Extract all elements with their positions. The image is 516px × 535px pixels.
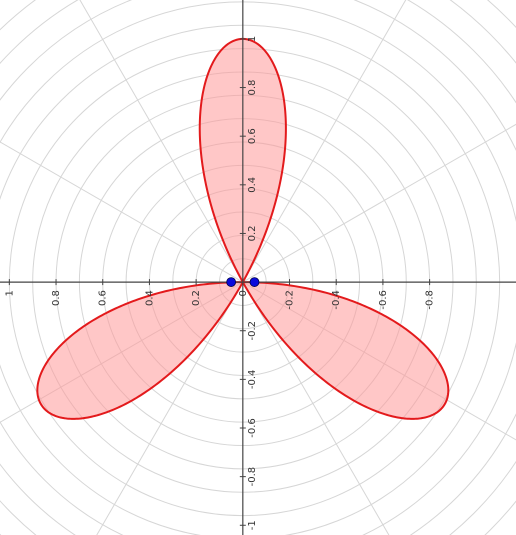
x-tick-label: 0.8 — [51, 290, 62, 306]
y-tick-label: -0.4 — [247, 370, 258, 390]
x-tick-label: 0.6 — [98, 290, 109, 306]
y-tick-label: 0.4 — [247, 177, 258, 193]
x-tick-label: -0.2 — [285, 290, 296, 310]
y-tick-label: 0.6 — [247, 128, 258, 144]
y-tick-label: -1 — [247, 520, 258, 530]
point-marker[interactable] — [249, 277, 260, 287]
grid-ray — [0, 141, 244, 283]
grid-ray — [242, 0, 407, 283]
x-tick-label: 0.2 — [191, 290, 202, 306]
x-tick-label: -0.4 — [331, 290, 342, 310]
y-tick-label: -0.2 — [247, 321, 258, 341]
point-marker[interactable] — [226, 277, 237, 287]
y-tick-label: 0.2 — [247, 226, 258, 242]
grid-ray — [242, 123, 516, 283]
tick-labels: 1 0.8 0.6 0.4 0.2 0 -0.2 -0.4 -0.6 -0.8 1 0.8 0.6 0.4… — [4, 36, 435, 531]
x-tick-label: 0.4 — [144, 290, 155, 306]
grid-ray — [79, 0, 244, 283]
x-tick-label: -0.6 — [378, 290, 389, 310]
y-tick-label: 0.8 — [247, 80, 258, 96]
points-layer — [226, 277, 260, 287]
grid-ray — [96, 281, 244, 535]
y-tick-label: -0.8 — [247, 467, 258, 487]
x-tick-label: 1 — [4, 290, 15, 296]
x-tick-label: 0 — [238, 290, 249, 296]
grid-ray — [242, 281, 390, 535]
y-tick-label: 1 — [247, 36, 258, 42]
y-tick-label: -0.6 — [247, 418, 258, 438]
x-tick-label: -0.8 — [425, 290, 436, 310]
